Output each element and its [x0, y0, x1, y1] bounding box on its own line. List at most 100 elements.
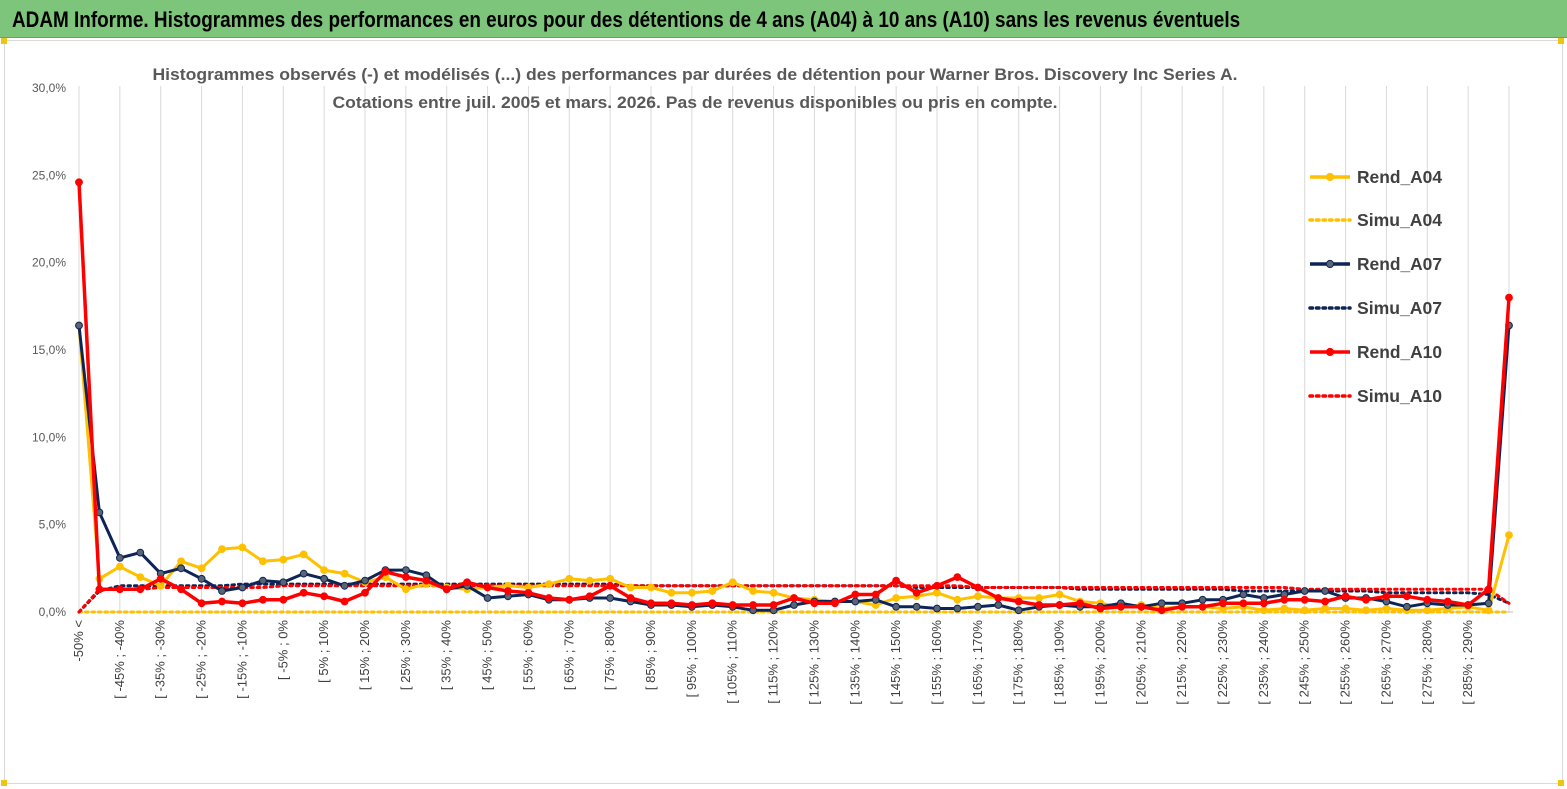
data-point: [688, 588, 696, 597]
data-point: [1157, 606, 1166, 615]
legend-item-Rend_A04: Rend_A04: [1310, 167, 1442, 187]
data-point: [1117, 602, 1125, 611]
x-tick-label: [ -35% ; -30%: [153, 620, 168, 699]
data-point: [259, 557, 267, 566]
chart-frame: [4, 40, 1563, 784]
data-point: [197, 574, 206, 583]
x-tick-label: [ 115% ; 120%: [766, 620, 781, 704]
x-tick-label: [ 155% ; 160%: [929, 620, 944, 705]
data-point: [1198, 595, 1207, 604]
data-point: [1403, 602, 1411, 611]
series-layer: [75, 178, 1513, 615]
data-point: [504, 587, 512, 595]
data-point: [156, 574, 165, 583]
x-tick-label: [ 85% ; 90%: [643, 620, 658, 691]
data-point: [299, 588, 308, 597]
legend-item-Rend_A10: Rend_A10: [1310, 342, 1442, 362]
data-point: [892, 602, 900, 611]
data-point: [238, 599, 247, 608]
data-point: [279, 578, 288, 587]
data-point: [340, 597, 349, 606]
data-point: [933, 581, 941, 590]
data-point: [340, 569, 349, 578]
data-point: [953, 604, 962, 613]
x-tick-label: [ 175% ; 180%: [1011, 620, 1026, 705]
data-point: [1219, 599, 1227, 608]
x-tick-label: -50% <: [71, 620, 86, 662]
frame-corner-bottom-left: [1, 780, 7, 786]
data-point: [1443, 597, 1452, 606]
data-point: [769, 601, 778, 609]
data-point: [953, 573, 962, 581]
x-tick-label: [ 165% ; 170%: [970, 620, 985, 705]
data-point: [320, 574, 329, 583]
data-point: [95, 585, 104, 594]
data-point: [912, 602, 921, 611]
data-point: [442, 585, 451, 594]
y-tick-label: 30,0%: [32, 81, 66, 95]
data-point: [1035, 601, 1043, 609]
data-point: [1362, 595, 1370, 604]
data-point: [1321, 587, 1329, 595]
data-point: [851, 590, 860, 599]
series-Simu_A10: [77, 584, 1511, 614]
data-point: [1055, 590, 1064, 599]
data-point: [197, 599, 206, 608]
data-point: [402, 585, 410, 594]
data-point: [402, 566, 410, 574]
data-point: [545, 580, 553, 588]
data-point: [218, 587, 226, 595]
y-tick-label: 15,0%: [32, 343, 66, 357]
data-point: [1505, 531, 1513, 539]
x-tick-label: [ -45% ; -40%: [112, 620, 127, 699]
data-point: [218, 597, 226, 606]
data-point: [156, 581, 165, 590]
data-point: [974, 592, 982, 601]
data-point: [483, 594, 492, 602]
data-point: [1035, 594, 1043, 602]
data-point: [1055, 601, 1064, 609]
data-point: [688, 601, 696, 609]
data-point: [238, 583, 247, 592]
data-point: [1260, 599, 1268, 608]
data-point: [463, 578, 472, 587]
data-point: [177, 585, 186, 594]
y-tick-label: 25,0%: [32, 168, 66, 182]
data-point: [708, 599, 717, 608]
data-point: [361, 588, 369, 597]
data-point: [259, 595, 267, 604]
data-point: [1484, 585, 1493, 594]
data-point: [790, 601, 798, 609]
x-tick-label: [ 125% ; 130%: [806, 620, 821, 705]
chart-subtitle: Cotations entre juil. 2005 et mars. 2026…: [333, 94, 1058, 112]
data-point: [1423, 606, 1432, 615]
x-tick-label: [ 95% ; 100%: [684, 620, 699, 698]
data-point: [1484, 606, 1493, 615]
series-line-Simu_A10: [77, 584, 1511, 614]
x-tick-label: [ 55% ; 60%: [520, 620, 535, 691]
data-point: [892, 594, 900, 602]
data-point: [1382, 604, 1391, 613]
data-point: [116, 562, 124, 571]
data-point: [810, 599, 819, 608]
legend: Rend_A04 Simu_A04 Rend_A07 Simu_A07 Rend_A10…: [1308, 167, 1442, 406]
data-point: [136, 585, 145, 594]
x-tick-label: [ 35% ; 40%: [439, 620, 454, 691]
series-line-Rend_A04: [77, 325, 1511, 612]
legend-marker: [1325, 259, 1335, 269]
legend-label: Simu_A04: [1357, 210, 1442, 230]
x-tick-label: [ 15% ; 20%: [357, 620, 372, 691]
frame-corner-top-left: [1, 38, 7, 44]
data-point: [545, 594, 553, 602]
data-point: [381, 567, 390, 576]
x-tick-label: [ 245% ; 250%: [1297, 620, 1312, 705]
x-tick-label: [ -5% ; 0%: [275, 620, 290, 680]
x-tick-label: [ 225% ; 230%: [1215, 620, 1230, 705]
legend-label: Rend_A04: [1357, 167, 1442, 187]
data-point: [1239, 590, 1248, 599]
data-point: [585, 592, 594, 601]
x-tick-label: [ -25% ; -20%: [194, 620, 209, 699]
data-point: [912, 588, 921, 597]
legend-label: Simu_A10: [1357, 386, 1442, 406]
